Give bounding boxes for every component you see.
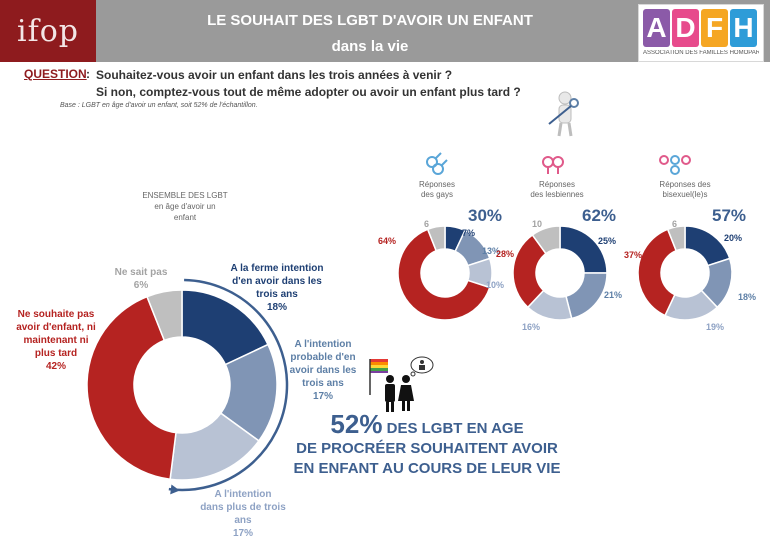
headline-line-1-rest: DES LGBT EN AGE — [386, 420, 524, 437]
label-ferme-line-3: trois ans — [256, 289, 298, 300]
bisexuels-non-label: 37% — [624, 250, 643, 260]
label-probable-value: 17% — [312, 391, 333, 402]
label-non-line-4: plus tard — [34, 348, 78, 359]
label-plus-value: 17% — [232, 528, 253, 539]
label-non-line-2: avoir d'enfant, ni — [16, 322, 96, 333]
gays-ferme-label: 7% — [462, 228, 476, 238]
bisexuels-slice-ferme — [684, 225, 731, 267]
label-ne-sait-pas: Ne sait pas 6% — [110, 266, 172, 292]
adfh-logo: A D F H ASSOCIATION DES FAMILLES HOMOPAR… — [638, 4, 764, 62]
main-slice-non — [86, 295, 177, 481]
bisexuels-probable-label: 18% — [738, 292, 757, 302]
question-line-2: Si non, comptez-vous tout de même adopte… — [96, 85, 521, 99]
label-non-line-1: Ne souhaite pas — [17, 309, 95, 320]
label-probable-line-4: trois ans — [302, 378, 344, 389]
family-couple-icon — [369, 356, 434, 412]
bisexuels-ferme-label: 20% — [724, 233, 743, 243]
label-ne-souhaite-pas: Ne souhaite pas avoir d'enfant, ni maint… — [6, 308, 106, 373]
lesbiennes-nsp-label: 10 — [532, 219, 543, 229]
gays-nsp-label: 6 — [424, 219, 430, 229]
bracket-arrow — [168, 278, 289, 495]
adfh-letter-h: H — [730, 9, 757, 47]
base-note: Base : LGBT en âge d'avoir un enfant, so… — [60, 102, 258, 109]
lesbiennes-total: 62% — [582, 206, 617, 225]
label-intention-probable: A l'intention probable d'en avoir dans l… — [282, 338, 364, 403]
lesbiennes-ferme-label: 25% — [598, 236, 617, 246]
label-probable-line-3: avoir dans les — [289, 365, 357, 376]
page-title: LE SOUHAIT DES LGBT D'AVOIR UN ENFANT da… — [140, 8, 600, 60]
bisexuels-header-line-1: Réponses des — [659, 180, 711, 189]
label-plus-line-1: A l'intention — [214, 489, 272, 500]
bisexuels-plus-label: 19% — [706, 322, 725, 332]
gays-header-line-1: Réponses — [418, 180, 456, 189]
label-plus-line-2: dans plus de trois — [200, 502, 286, 513]
main-chart-header-line-2: en âge d'avoir un — [154, 202, 216, 211]
ifop-logo: ifop — [0, 0, 96, 62]
adfh-letter-d: D — [672, 9, 699, 47]
label-probable-line-1: A l'intention — [294, 339, 352, 350]
headline-line-1: 52% DES LGBT EN AGE — [282, 411, 572, 439]
label-intention-plus-trois-ans: A l'intention dans plus de trois ans 17% — [196, 488, 290, 540]
label-ferme-intention: A la ferme intention d'en avoir dans les… — [218, 262, 336, 314]
bisexuels-chart-header: Réponses des bisexuel(le)s — [640, 180, 730, 200]
label-ferme-line-2: d'en avoir dans les — [232, 276, 322, 287]
gays-non-label: 64% — [378, 236, 397, 246]
bisexuels-nsp-label: 6 — [672, 219, 678, 229]
label-non-value: 42% — [45, 361, 66, 372]
female-female-symbol-icon — [542, 156, 564, 174]
gays-header-line-2: des gays — [420, 190, 454, 199]
main-slice-nsp — [146, 289, 183, 342]
lesbiennes-probable-label: 21% — [604, 290, 623, 300]
headline-callout: 52% DES LGBT EN AGE DE PROCRÉER SOUHAITE… — [282, 411, 572, 479]
gays-probable-label: 13% — [482, 246, 501, 256]
gays-slice-nsp — [426, 225, 446, 252]
question-label: QUESTION — [24, 67, 87, 81]
lesbiennes-chart-header: Réponses des lesbiennes — [512, 180, 602, 200]
question-colon: : — [86, 67, 90, 81]
adfh-letter-a: A — [643, 9, 670, 47]
label-probable-line-2: probable d'en — [290, 352, 356, 363]
lesbiennes-slice-nsp — [531, 225, 561, 255]
main-chart-header-line-3: enfant — [173, 213, 197, 222]
gays-chart-header: Réponses des gays — [392, 180, 482, 200]
headline-percent: 52% — [330, 409, 383, 439]
label-ferme-value: 18% — [266, 302, 287, 313]
lesbiennes-plus-label: 16% — [522, 322, 541, 332]
bisexuels-total: 57% — [712, 206, 747, 225]
main-chart-header-line-1: ENSEMBLE DES LGBT — [142, 191, 228, 200]
adfh-letter-f: F — [701, 9, 728, 47]
male-male-symbol-icon — [426, 152, 448, 175]
lesbiennes-header-line-1: Réponses — [538, 180, 576, 189]
bisexuels-header-line-2: bisexuel(le)s — [662, 190, 708, 199]
bisexuels-slice-non — [637, 228, 678, 317]
label-ferme-line-1: A la ferme intention — [230, 263, 324, 274]
adfh-subtitle: ASSOCIATION DES FAMILLES HOMOPARENTALES — [643, 50, 759, 56]
adfh-letters: A D F H — [643, 9, 757, 47]
label-plus-line-3: ans — [234, 515, 252, 526]
lesbiennes-slice-ferme — [559, 225, 608, 274]
thinking-person-icon — [548, 91, 579, 137]
label-nsp-value: 6% — [133, 280, 149, 291]
gays-slice-non — [397, 228, 491, 321]
question-line-1: Souhaitez-vous avoir un enfant dans les … — [96, 68, 453, 82]
title-line-2: dans la vie — [331, 38, 409, 55]
bisexual-symbol-icon — [659, 155, 691, 175]
headline-line-3: EN ENFANT AU COURS DE LEUR VIE — [293, 460, 561, 477]
title-line-1: LE SOUHAIT DES LGBT D'AVOIR UN ENFANT — [207, 12, 533, 29]
label-nsp-line-1: Ne sait pas — [114, 267, 168, 278]
label-non-line-3: maintenant ni — [23, 335, 89, 346]
lesbiennes-header-line-2: des lesbiennes — [530, 190, 584, 199]
headline-line-2: DE PROCRÉER SOUHAITENT AVOIR — [296, 440, 558, 457]
gays-plus-label: 10% — [486, 280, 505, 290]
main-chart-header: ENSEMBLE DES LGBT en âge d'avoir un enfa… — [130, 190, 240, 223]
lesbiennes-non-label: 28% — [496, 249, 515, 259]
bisexuels-slice-nsp — [666, 225, 686, 252]
question-text: Souhaitez-vous avoir un enfant dans les … — [96, 67, 521, 101]
lesbiennes-slice-probable — [565, 272, 608, 320]
gays-total: 30% — [468, 206, 503, 225]
